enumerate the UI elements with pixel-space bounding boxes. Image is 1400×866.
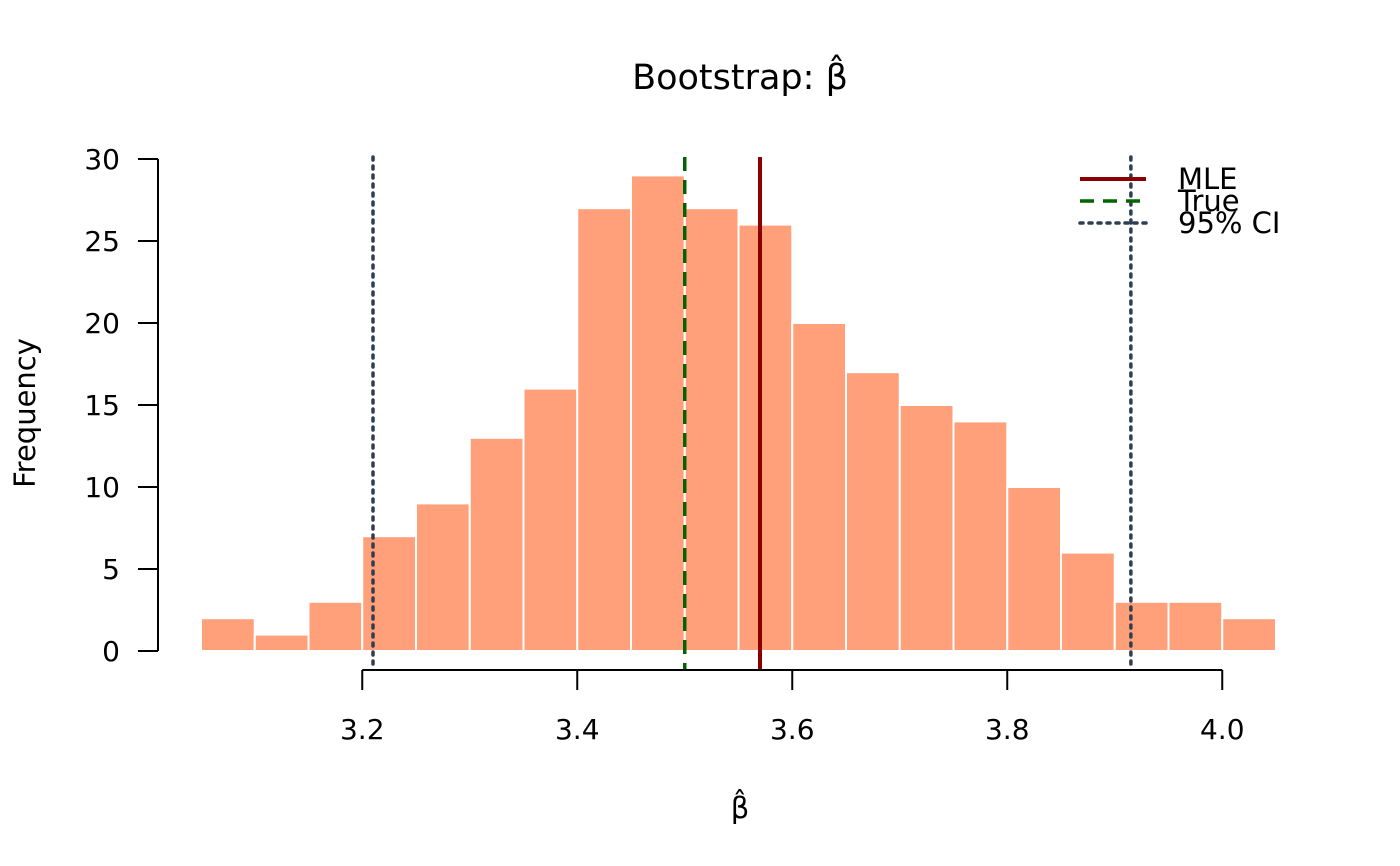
legend-label-0: MLE bbox=[1178, 162, 1238, 196]
x-axis: 3.2 3.4 3.6 3.8 4.0 bbox=[340, 669, 1245, 746]
x-tick-label-1: 3.4 bbox=[555, 713, 600, 746]
histogram-bar-11 bbox=[791, 322, 847, 652]
chart-title: Bootstrap: β̂ bbox=[632, 54, 848, 98]
y-axis: 0 5 10 15 20 25 30 bbox=[84, 143, 159, 668]
histogram-bar-18 bbox=[1167, 600, 1224, 652]
y-tick-label-5: 25 bbox=[84, 225, 120, 258]
y-tick-label-0: 0 bbox=[102, 635, 120, 668]
y-tick-label-4: 20 bbox=[84, 307, 120, 340]
x-tick-label-0: 3.2 bbox=[340, 713, 385, 746]
histogram-bar-6 bbox=[522, 387, 579, 652]
x-tick-label-4: 4.0 bbox=[1200, 713, 1245, 746]
histogram-bar-1 bbox=[253, 633, 310, 652]
histogram-bar-10 bbox=[737, 223, 794, 652]
histogram-bars bbox=[200, 174, 1277, 653]
y-tick-label-6: 30 bbox=[84, 143, 120, 176]
histogram-bar-0 bbox=[200, 617, 256, 653]
y-axis-title: Frequency bbox=[8, 338, 42, 488]
reference-lines bbox=[371, 155, 1133, 672]
histogram-bar-12 bbox=[845, 371, 901, 652]
legend-label-1: True bbox=[1177, 184, 1240, 218]
x-tick-label-2: 3.6 bbox=[770, 713, 815, 746]
histogram-bar-8 bbox=[630, 174, 686, 652]
histogram-bar-3 bbox=[361, 535, 417, 653]
x-axis-title: β̂ bbox=[731, 789, 750, 825]
histogram-bar-2 bbox=[307, 600, 364, 652]
histogram-bar-19 bbox=[1221, 617, 1277, 653]
histogram-bar-7 bbox=[576, 207, 632, 652]
histogram-bar-14 bbox=[952, 420, 1009, 652]
histogram-bar-13 bbox=[898, 404, 955, 652]
histogram-bar-17 bbox=[1113, 600, 1170, 652]
y-tick-label-2: 10 bbox=[84, 471, 120, 504]
x-tick-label-3: 3.8 bbox=[985, 713, 1030, 746]
legend-label-2: 95% CI bbox=[1178, 206, 1280, 240]
y-tick-label-1: 5 bbox=[102, 553, 120, 586]
histogram-bar-15 bbox=[1006, 486, 1062, 652]
histogram-bar-9 bbox=[683, 207, 740, 652]
histogram-bar-4 bbox=[415, 502, 471, 652]
histogram-bar-5 bbox=[468, 436, 525, 652]
histogram-bar-16 bbox=[1060, 551, 1116, 652]
y-tick-label-3: 15 bbox=[84, 389, 120, 422]
